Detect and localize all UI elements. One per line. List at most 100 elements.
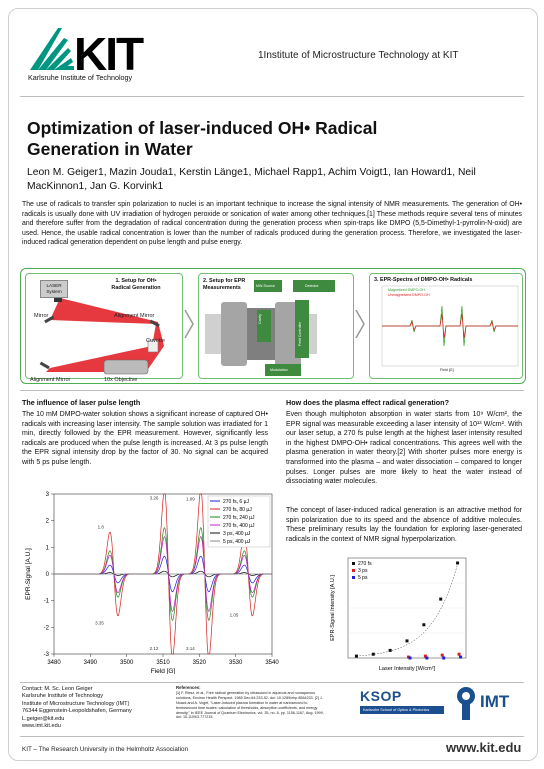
panel2-title: 2. Setup for EPR Measurements bbox=[203, 278, 246, 291]
legend-swatch bbox=[352, 569, 355, 572]
epr-setup-diagram bbox=[205, 280, 335, 376]
mini-legend-1: Magnetized DMPO-OH bbox=[388, 288, 425, 292]
ksop-logo: KSOP Karlsruhe School of Optics & Photon… bbox=[360, 688, 444, 724]
laser-beam-label: Laser Beam bbox=[78, 327, 108, 333]
y-tick-label: 1 bbox=[46, 545, 50, 551]
data-label: 2.12 bbox=[150, 646, 159, 651]
setup-box: 1. Setup for OH• Radical Generation LASE… bbox=[20, 268, 526, 384]
epr-spectra-mini-plot bbox=[381, 285, 519, 367]
legend-label: 270 fs, 400 µJ bbox=[223, 523, 255, 529]
data-point bbox=[371, 652, 375, 656]
cavity-label: Cavity bbox=[258, 314, 262, 324]
data-point bbox=[459, 655, 463, 659]
chevron-right-icon bbox=[355, 309, 365, 339]
panel1-title: 1. Setup for OH• Radical Generation bbox=[111, 278, 161, 291]
panel-laser-setup: 1. Setup for OH• Radical Generation LASE… bbox=[25, 273, 183, 383]
contact-line: Institute of Microstructure Technology (… bbox=[22, 700, 130, 707]
legend-swatch bbox=[352, 562, 355, 565]
data-point bbox=[440, 653, 444, 657]
footer-text: KIT – The Research University in the Hel… bbox=[22, 746, 189, 753]
data-label: 3.14 bbox=[186, 646, 195, 651]
y-tick-label: -1 bbox=[44, 599, 50, 605]
y-tick-label: 0 bbox=[46, 572, 50, 578]
legend-box bbox=[207, 495, 271, 548]
mini-legend-2: Unmagnetized DMPO-OH bbox=[388, 293, 430, 297]
cuvette-label: Cuvette bbox=[146, 338, 165, 344]
contact-line: Karlsruhe Institute of Technology bbox=[22, 693, 104, 700]
legend-label: 270 fs, 240 µJ bbox=[223, 515, 255, 521]
data-label: 3.35 bbox=[95, 621, 104, 626]
fit-line bbox=[356, 564, 458, 657]
kit-subtitle: Karlsruhe Institute of Technology bbox=[28, 73, 133, 82]
x-axis-label: Laser Intensity [W/cm²] bbox=[379, 666, 436, 672]
section2-heading: How does the plasma effect radical gener… bbox=[286, 398, 449, 407]
laser-beam-diagram bbox=[39, 298, 164, 375]
y-tick-label: 3 bbox=[46, 492, 50, 498]
data-point bbox=[457, 652, 461, 656]
data-point bbox=[423, 654, 427, 658]
section2-text1: Even though multiphoton absorption in wa… bbox=[286, 411, 522, 486]
section1-text: The 10 mM DMPO-water solution shows a si… bbox=[22, 411, 268, 466]
data-point bbox=[442, 656, 446, 660]
data-point bbox=[422, 623, 426, 627]
data-point bbox=[456, 561, 460, 565]
contact-website[interactable]: www.imt.kit.edu bbox=[22, 723, 61, 730]
mirror-label: Mirror bbox=[34, 313, 49, 319]
author-list: Leon M. Geiger1, Mazin Jouda1, Kerstin L… bbox=[27, 167, 476, 192]
legend-label: 270 fs, 6 µJ bbox=[223, 499, 249, 505]
x-tick-label: 3510 bbox=[156, 660, 170, 666]
data-label: 3.26 bbox=[150, 495, 159, 500]
data-label: 1.05 bbox=[230, 613, 239, 618]
panel3-title: 3. EPR-Spectra of DMPO-OH• Radicals bbox=[374, 277, 473, 283]
kit-logo: KIT Karlsruhe Institute of Technology bbox=[28, 26, 148, 84]
contact-line: Contact: M. Sc. Leon Geiger bbox=[22, 686, 93, 692]
y-axis-label: EPR-Signal Intensity [A.U.] bbox=[330, 575, 336, 641]
x-tick-label: 3500 bbox=[120, 660, 134, 666]
intensity-scatter-chart: Laser Intensity [W/cm²] EPR-Signal Intens… bbox=[330, 557, 467, 672]
footer-divider bbox=[20, 736, 524, 737]
data-point bbox=[439, 597, 443, 601]
y-tick-label: -3 bbox=[44, 652, 50, 658]
field-controller-label: Field Controller bbox=[298, 321, 302, 346]
imt-logo-mark bbox=[457, 687, 475, 720]
data-point bbox=[388, 648, 392, 652]
legend-label: 3 ps bbox=[358, 568, 368, 574]
x-tick-label: 3540 bbox=[265, 660, 279, 666]
footer-url[interactable]: www.kit.edu bbox=[446, 740, 522, 755]
panel-epr-setup: 2. Setup for EPR Measurements MW-Source … bbox=[198, 273, 354, 379]
legend-label: 270 fs bbox=[358, 561, 372, 567]
data-point bbox=[354, 654, 358, 658]
x-tick-label: 3530 bbox=[229, 660, 243, 666]
header-divider bbox=[20, 96, 524, 97]
ksop-logo-text: KSOP bbox=[360, 688, 402, 704]
data-label: 1.8 bbox=[98, 525, 105, 530]
section1-heading: The influence of laser pulse length bbox=[22, 398, 141, 407]
objective-label: 10x Objective bbox=[104, 377, 138, 383]
panel-epr-spectra: 3. EPR-Spectra of DMPO-OH• Radicals Magn… bbox=[369, 273, 523, 379]
alignment-mirror-label: Alignment Mirror bbox=[114, 313, 155, 319]
data-point bbox=[425, 656, 429, 660]
legend-label: 3 ps, 400 µJ bbox=[223, 531, 251, 537]
x-tick-label: 3480 bbox=[47, 660, 61, 666]
x-tick-label: 3490 bbox=[84, 660, 98, 666]
epr-signal-chart: -3 -2 -1 0 1 2 3 3480 3490 3500 3510 3520 3530 3540 Fi… bbox=[25, 492, 279, 674]
section-divider bbox=[20, 390, 524, 391]
ksop-logo-subtitle: Karlsruhe School of Optics & Photonics bbox=[360, 706, 444, 714]
data-point bbox=[408, 656, 412, 660]
bottom-divider bbox=[20, 682, 524, 683]
contact-email[interactable]: L.geiger@kit.edu bbox=[22, 715, 65, 722]
detector-label: Detector bbox=[305, 284, 319, 288]
data-label: 1.09 bbox=[186, 497, 195, 502]
x-axis-label: Field [G] bbox=[151, 668, 176, 674]
kit-logo-mark: KIT bbox=[30, 28, 146, 80]
x-tick-label: 3520 bbox=[193, 660, 207, 666]
imt-logo-text: IMT bbox=[480, 692, 510, 711]
poster-title: Optimization of laser-induced OH• Radica… bbox=[27, 118, 378, 159]
kit-logo-text: KIT bbox=[74, 28, 144, 80]
references-text: [1] F. Riesz, et al., Free radical gener… bbox=[176, 690, 324, 720]
chevron-right-icon bbox=[184, 309, 194, 339]
abstract: The use of radicals to transfer spin pol… bbox=[22, 201, 522, 247]
section2-text2: The concept of laser-induced radical gen… bbox=[286, 507, 522, 543]
legend-label: 5 ps, 400 µJ bbox=[223, 539, 251, 545]
mw-source-label: MW-Source bbox=[256, 284, 275, 288]
